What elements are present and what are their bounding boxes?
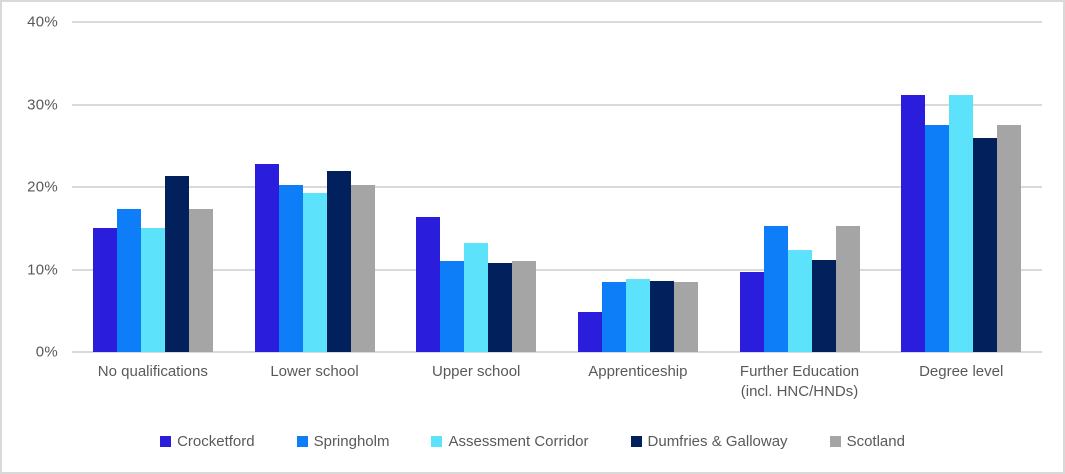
plot-area [72,21,1042,353]
bar-group-further-education-incl-hnc-hnds [719,22,881,352]
bar-assessment-corridor [140,228,165,352]
category-label-lower-school: Lower school [270,363,359,380]
y-tick-label: 30% [27,96,58,113]
legend-item-scotland: Scotland [829,433,905,450]
bar-springholm [116,209,141,352]
bar-springholm [925,125,950,352]
bar-dumfries-galloway [811,259,836,352]
bar-springholm [601,281,626,352]
category-label-no-qualifications: No qualifications [97,363,208,380]
bar-springholm [763,225,788,352]
bar-group-upper-school [395,22,557,352]
legend-swatch-icon [630,436,642,447]
y-tick-label: 0% [35,343,58,361]
bar-group-apprenticeship [557,22,719,352]
bar-crocketford [901,95,926,352]
bar-crocketford [577,312,602,352]
bar-dumfries-galloway [649,281,674,352]
gridline [72,21,1042,23]
bar-group-degree-level [880,22,1042,352]
x-axis: No qualifications Lower school Upper schoo… [72,362,1042,402]
legend-label: Springholm [313,433,390,450]
bar-dumfries-galloway [326,170,351,352]
gridline [72,186,1042,188]
bar-crocketford [739,271,764,352]
bar-springholm [440,261,465,352]
bar-assessment-corridor [949,94,974,352]
bar-dumfries-galloway [164,176,189,352]
bar-springholm [278,185,303,352]
gridline [72,268,1042,271]
bar-group-lower-school [234,22,396,352]
gridline [72,103,1042,106]
bar-dumfries-galloway [973,137,998,352]
legend-label: Scotland [846,433,905,450]
y-tick-label: 40% [27,13,58,31]
legend: Crocketford Springholm Assessment Corridor… [2,433,1063,450]
bar-scotland [350,185,375,352]
bar-scotland [512,261,537,352]
legend-item-crocketford: Crocketford [160,433,255,450]
legend-label: Crocketford [177,433,255,450]
bar-scotland [835,225,860,352]
category-label-apprenticeship: Apprenticeship [588,363,688,380]
legend-swatch-icon [431,436,443,447]
bar-crocketford [92,228,117,352]
legend-swatch-icon [296,436,308,447]
y-tick-label: 10% [27,261,58,278]
legend-label: Assessment Corridor [448,433,589,450]
y-tick-label: 20% [27,178,58,196]
bar-assessment-corridor [302,192,327,352]
gridline [72,351,1042,353]
category-label-further-education-incl-hnc-hnds: Further Education (incl. HNC/HNDs) [739,363,860,400]
category-label-degree-level: Degree level [919,363,1004,380]
bar-assessment-corridor [787,249,812,352]
legend-swatch-icon [829,436,841,447]
legend-swatch-icon [160,436,172,447]
bar-assessment-corridor [464,243,489,352]
bar-crocketford [254,163,279,352]
bar-dumfries-galloway [488,262,513,352]
y-axis: 0% 10% 20% 30% 40% [2,14,58,361]
bar-scotland [188,209,213,352]
bar-scotland [673,281,698,352]
legend-label: Dumfries & Galloway [647,433,788,450]
legend-item-assessment-corridor: Assessment Corridor [431,433,589,450]
legend-item-springholm: Springholm [296,433,390,450]
bar-groups [72,22,1042,352]
bar-crocketford [416,216,441,352]
bar-group-no-qualifications [72,22,234,352]
category-label-upper-school: Upper school [431,363,521,380]
bar-assessment-corridor [625,278,650,352]
bar-scotland [997,125,1022,352]
legend-item-dumfries-galloway: Dumfries & Galloway [630,433,788,450]
